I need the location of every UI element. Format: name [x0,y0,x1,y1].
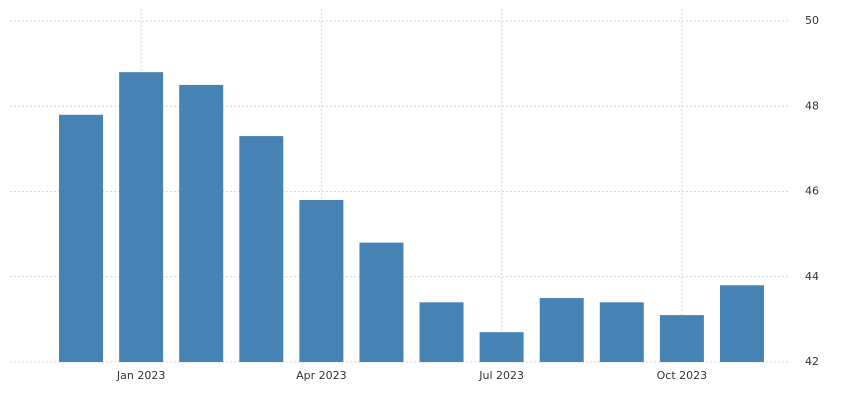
y-tick-label: 42 [805,355,819,368]
y-tick-label: 46 [805,185,819,198]
bar [719,285,764,362]
y-tick-label: 44 [805,270,819,283]
bar [359,242,404,362]
bar [119,72,164,363]
y-tick-label: 50 [805,14,819,27]
bar [299,200,344,362]
bar [179,84,224,362]
y-tick-label: 48 [805,99,819,112]
bar [239,136,284,362]
x-tick-label: Apr 2023 [296,369,347,382]
x-tick-label: Jul 2023 [478,369,524,382]
x-tick-label: Jan 2023 [116,369,165,382]
x-tick-label: Oct 2023 [657,369,708,382]
bar [419,302,464,362]
bar [539,298,584,362]
bar [59,114,104,363]
bar [659,315,704,362]
bar [599,302,644,362]
bar [479,332,524,362]
